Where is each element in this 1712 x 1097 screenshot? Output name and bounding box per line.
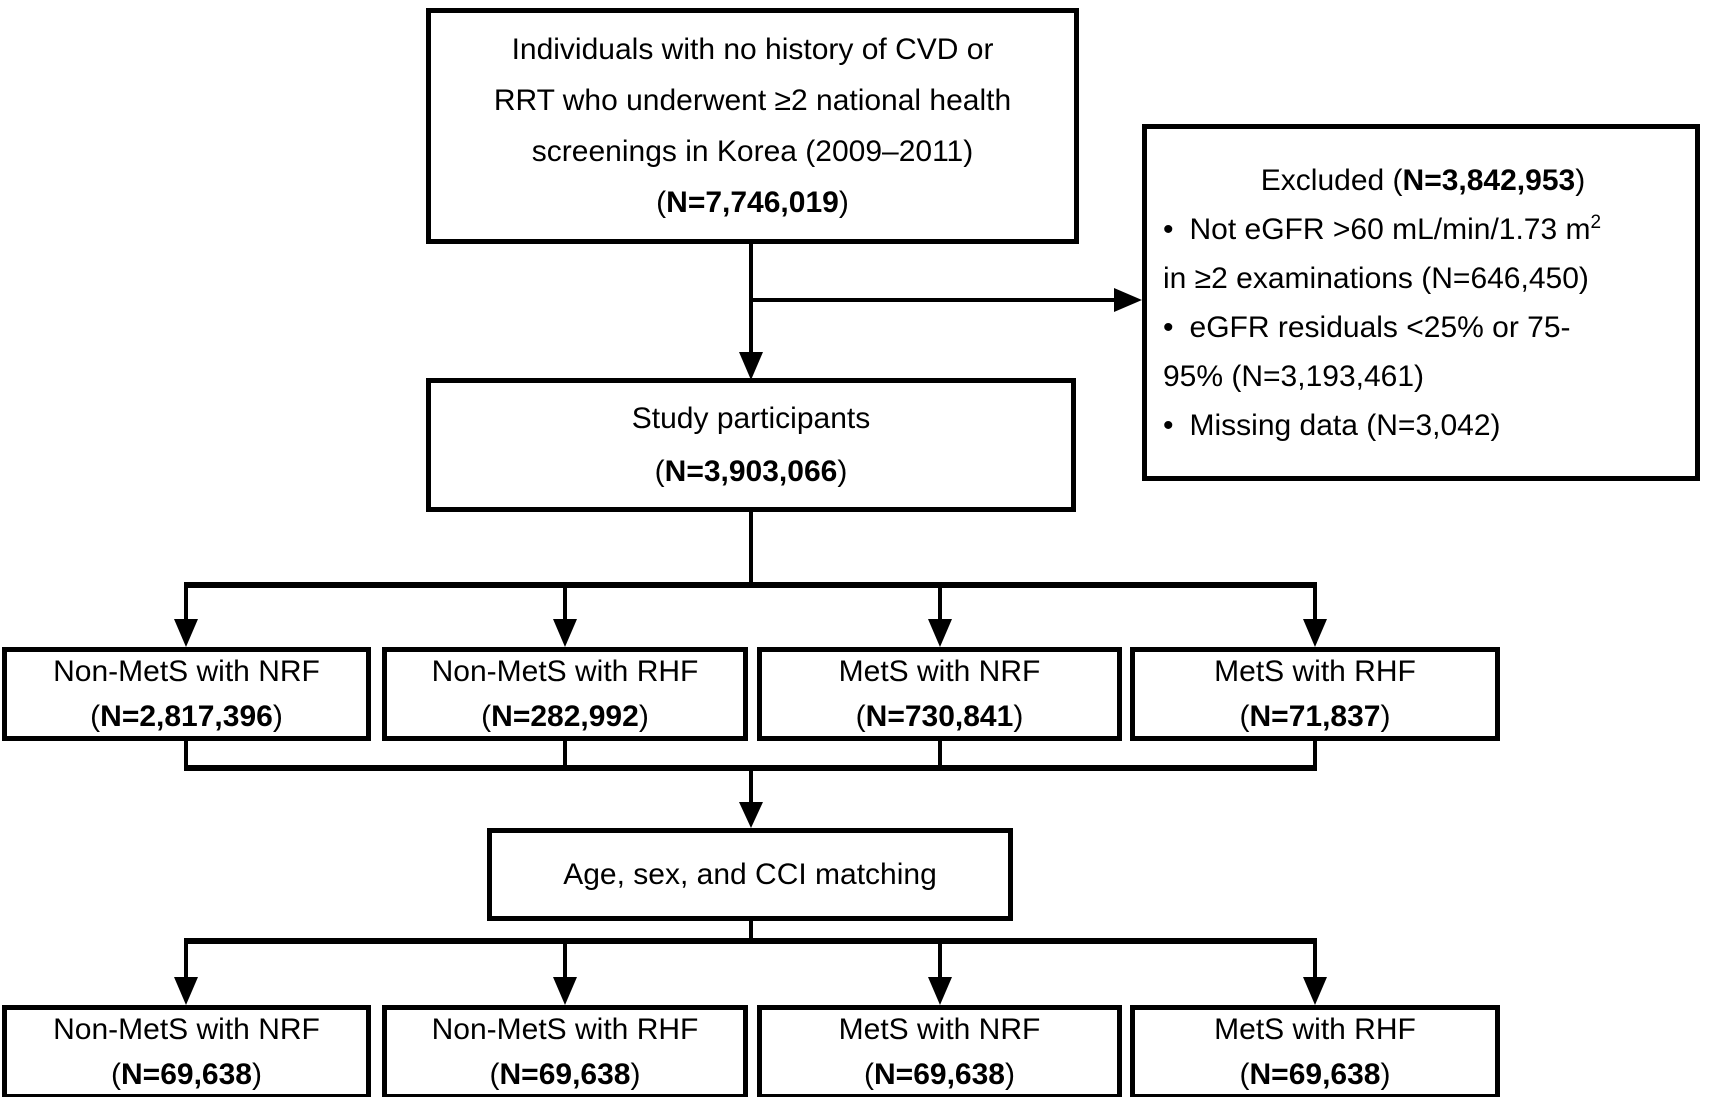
paren-open: ( [481,700,492,733]
paren-open: ( [855,700,866,733]
group-n-value: N=69,638 [1249,1058,1381,1091]
arrowhead-matched-group-3 [928,977,952,1005]
study-label: Study participants [631,402,871,435]
excluded-item-3-text: Missing data (N=3,042) [1189,408,1501,442]
group-n-line: (N=2,817,396) [90,694,283,739]
group-n-line: (N=730,841) [856,694,1024,739]
paren-close: ) [638,700,649,733]
group-n-line: (N=69,638) [490,1052,641,1097]
group-n-value: N=2,817,396 [100,700,273,733]
excluded-item-3: • Missing data (N=3,042) [1163,401,1683,450]
source-line-1: Individuals with no history of CVD or [511,33,994,66]
matching-label: Age, sex, and CCI matching [563,857,937,891]
excluded-heading: Excluded (N=3,842,953) [1163,156,1683,205]
paren-close: ) [272,700,283,733]
arrowhead-initial-group-2 [553,619,577,647]
group-name: Non-MetS with NRF [53,1013,320,1046]
paren-close: ) [838,186,849,219]
initial-group-box-nonmets-nrf: Non-MetS with NRF (N=2,817,396) [2,647,371,741]
group-n-value: N=69,638 [499,1058,631,1091]
excluded-heading-pre: Excluded ( [1260,163,1403,197]
bullet-icon: • [1163,310,1174,344]
group-name: MetS with NRF [838,1013,1041,1046]
group-n-line: (N=69,638) [864,1052,1015,1097]
arrowhead-to-excluded [1114,288,1142,312]
bullet-icon: • [1163,212,1174,246]
excluded-item-1-continuation: in ≥2 examinations (N=646,450) [1163,261,1589,295]
group-name: Non-MetS with RHF [431,655,699,688]
paren-close: ) [1004,1058,1015,1091]
group-name: Non-MetS with RHF [431,1013,699,1046]
source-n-value: N=7,746,019 [666,186,839,219]
paren-open: ( [656,186,667,219]
group-n-line: (N=282,992) [481,694,649,739]
paren-close: ) [630,1058,641,1091]
paren-open: ( [1239,700,1250,733]
group-n-line: (N=71,837) [1240,694,1391,739]
initial-group-box-nonmets-rhf: Non-MetS with RHF (N=282,992) [382,647,748,741]
matched-group-box-nonmets-nrf: Non-MetS with NRF (N=69,638) [2,1005,371,1097]
group-n-value: N=282,992 [491,700,639,733]
paren-open: ( [489,1058,500,1091]
matched-group-box-mets-nrf: MetS with NRF (N=69,638) [757,1005,1122,1097]
excluded-item-1-superscript: 2 [1590,211,1602,233]
bullet-icon: • [1163,408,1174,442]
study-n-line: (N=3,903,066) [655,445,848,498]
arrowhead-matched-group-4 [1303,977,1327,1005]
arrowhead-to-matching [739,802,763,828]
group-name: MetS with RHF [1214,1013,1416,1046]
paren-open: ( [654,455,665,488]
excluded-item-1-text: Not eGFR >60 mL/min/1.73 m [1189,212,1591,246]
excluded-item-2-text: eGFR residuals <25% or 75- [1189,310,1571,344]
study-n-value: N=3,903,066 [664,455,838,488]
arrowhead-initial-group-4 [1303,619,1327,647]
arrowhead-matched-group-1 [174,977,198,1005]
group-name: MetS with NRF [838,655,1041,688]
initial-group-box-mets-rhf: MetS with RHF (N=71,837) [1130,647,1500,741]
group-name: MetS with RHF [1214,655,1416,688]
paren-close: ) [1013,700,1024,733]
source-line-2: RRT who underwent ≥2 national health [493,84,1012,117]
paren-close: ) [837,455,848,488]
excluded-box: Excluded (N=3,842,953) • Not eGFR >60 mL/… [1142,124,1700,481]
group-n-line: (N=69,638) [1240,1052,1391,1097]
group-n-value: N=71,837 [1249,700,1381,733]
group-name: Non-MetS with NRF [53,655,320,688]
group-n-line: (N=69,638) [111,1052,262,1097]
arrowhead-initial-group-1 [174,619,198,647]
excluded-n-value: N=3,842,953 [1402,163,1576,197]
excluded-item-2: • eGFR residuals <25% or 75- [1163,303,1683,352]
paren-open: ( [864,1058,875,1091]
source-n-line: (N=7,746,019) [656,177,849,228]
source-population-box: Individuals with no history of CVD or RR… [426,8,1079,244]
group-n-value: N=69,638 [121,1058,252,1091]
group-n-value: N=69,638 [874,1058,1005,1091]
arrowhead-to-study [739,352,763,380]
arrowhead-initial-group-3 [928,619,952,647]
matched-group-box-mets-rhf: MetS with RHF (N=69,638) [1130,1005,1500,1097]
excluded-item-1: • Not eGFR >60 mL/min/1.73 m2 [1163,205,1683,254]
paren-open: ( [1239,1058,1250,1091]
matched-group-box-nonmets-rhf: Non-MetS with RHF (N=69,638) [382,1005,748,1097]
paren-open: ( [90,700,101,733]
paren-open: ( [111,1058,122,1091]
arrowhead-matched-group-2 [553,977,577,1005]
matching-box: Age, sex, and CCI matching [487,828,1013,921]
source-line-3: screenings in Korea (2009–2011) [531,135,974,168]
excluded-item-2-continuation: 95% (N=3,193,461) [1163,359,1425,393]
excluded-heading-post: ) [1575,163,1586,197]
paren-close: ) [1380,1058,1391,1091]
paren-close: ) [251,1058,262,1091]
paren-close: ) [1380,700,1391,733]
group-n-value: N=730,841 [865,700,1014,733]
initial-group-box-mets-nrf: MetS with NRF (N=730,841) [757,647,1122,741]
study-participants-box: Study participants (N=3,903,066) [426,378,1076,512]
